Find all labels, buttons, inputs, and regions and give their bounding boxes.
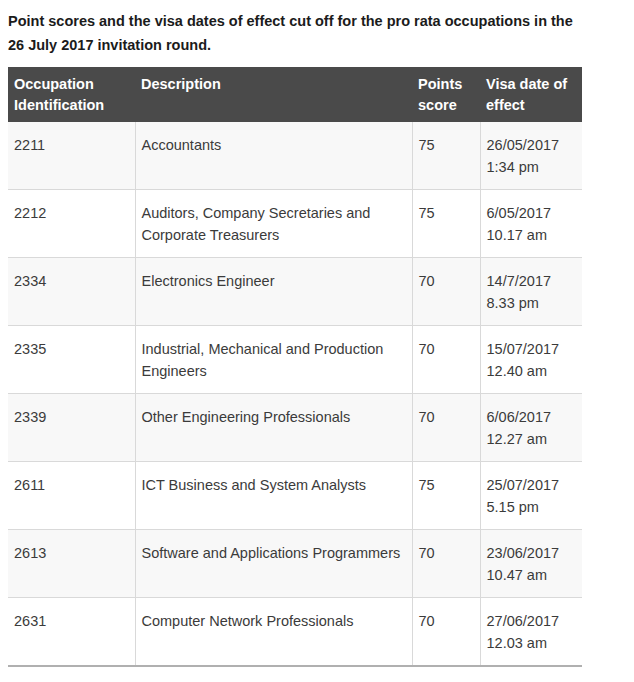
column-header-occupation-identification: Occupation Identification (8, 67, 135, 122)
visa-date-cell: 6/05/2017 10.17 am (480, 190, 582, 258)
occupation-id-cell: 2339 (8, 394, 135, 462)
occupation-id-cell: 2211 (8, 122, 135, 190)
occupation-id-cell: 2631 (8, 598, 135, 667)
description-cell: Auditors, Company Secretaries and Corpor… (135, 190, 412, 258)
visa-time: 12.27 am (487, 428, 575, 450)
points-score-cell: 70 (412, 530, 480, 598)
points-score-cell: 75 (412, 462, 480, 530)
visa-time: 12.40 am (487, 360, 575, 382)
visa-date: 14/7/2017 (487, 270, 575, 292)
visa-date: 6/06/2017 (487, 406, 575, 428)
points-score-cell: 75 (412, 190, 480, 258)
page-content: Point scores and the visa dates of effec… (0, 0, 634, 667)
visa-date-cell: 25/07/2017 5.15 pm (480, 462, 582, 530)
table-body: 2211 Accountants 75 26/05/2017 1:34 pm 2… (8, 122, 582, 666)
table-row: 2611 ICT Business and System Analysts 75… (8, 462, 582, 530)
table-row: 2339 Other Engineering Professionals 70 … (8, 394, 582, 462)
points-score-cell: 70 (412, 394, 480, 462)
visa-time: 12.03 am (487, 632, 575, 654)
visa-time: 10.47 am (487, 564, 575, 586)
visa-time: 1:34 pm (487, 156, 575, 178)
page-title-line-1: Point scores and the visa dates of effec… (8, 9, 634, 33)
table-row: 2335 Industrial, Mechanical and Producti… (8, 326, 582, 394)
occupation-id-cell: 2335 (8, 326, 135, 394)
points-score-cell: 70 (412, 258, 480, 326)
points-score-cell: 75 (412, 122, 480, 190)
occupation-id-cell: 2613 (8, 530, 135, 598)
visa-date-cell: 27/06/2017 12.03 am (480, 598, 582, 667)
pro-rata-occupations-table: Occupation Identification Description Po… (8, 67, 582, 667)
visa-date: 15/07/2017 (487, 338, 575, 360)
description-cell: ICT Business and System Analysts (135, 462, 412, 530)
visa-date: 25/07/2017 (487, 474, 575, 496)
table-row: 2334 Electronics Engineer 70 14/7/2017 8… (8, 258, 582, 326)
points-score-cell: 70 (412, 326, 480, 394)
table-row: 2211 Accountants 75 26/05/2017 1:34 pm (8, 122, 582, 190)
points-score-cell: 70 (412, 598, 480, 667)
table-row: 2613 Software and Applications Programme… (8, 530, 582, 598)
table-header-row: Occupation Identification Description Po… (8, 67, 582, 122)
occupation-id-cell: 2611 (8, 462, 135, 530)
visa-date: 23/06/2017 (487, 542, 575, 564)
visa-date-cell: 6/06/2017 12.27 am (480, 394, 582, 462)
visa-time: 10.17 am (487, 224, 575, 246)
visa-date: 26/05/2017 (487, 134, 575, 156)
visa-date-cell: 15/07/2017 12.40 am (480, 326, 582, 394)
page-title-line-2: 26 July 2017 invitation round. (8, 33, 634, 57)
table-header: Occupation Identification Description Po… (8, 67, 582, 122)
occupation-id-cell: 2334 (8, 258, 135, 326)
column-header-points-score: Points score (412, 67, 480, 122)
description-cell: Computer Network Professionals (135, 598, 412, 667)
description-cell: Industrial, Mechanical and Production En… (135, 326, 412, 394)
column-header-visa-date-of-effect: Visa date of effect (480, 67, 582, 122)
visa-date-cell: 14/7/2017 8.33 pm (480, 258, 582, 326)
table-row: 2631 Computer Network Professionals 70 2… (8, 598, 582, 667)
description-cell: Electronics Engineer (135, 258, 412, 326)
table-row: 2212 Auditors, Company Secretaries and C… (8, 190, 582, 258)
visa-date-cell: 26/05/2017 1:34 pm (480, 122, 582, 190)
visa-date: 6/05/2017 (487, 202, 575, 224)
visa-time: 5.15 pm (487, 496, 575, 518)
visa-time: 8.33 pm (487, 292, 575, 314)
description-cell: Accountants (135, 122, 412, 190)
page-title: Point scores and the visa dates of effec… (8, 9, 634, 57)
description-cell: Software and Applications Programmers (135, 530, 412, 598)
column-header-description: Description (135, 67, 412, 122)
visa-date: 27/06/2017 (487, 610, 575, 632)
description-cell: Other Engineering Professionals (135, 394, 412, 462)
occupation-id-cell: 2212 (8, 190, 135, 258)
visa-date-cell: 23/06/2017 10.47 am (480, 530, 582, 598)
